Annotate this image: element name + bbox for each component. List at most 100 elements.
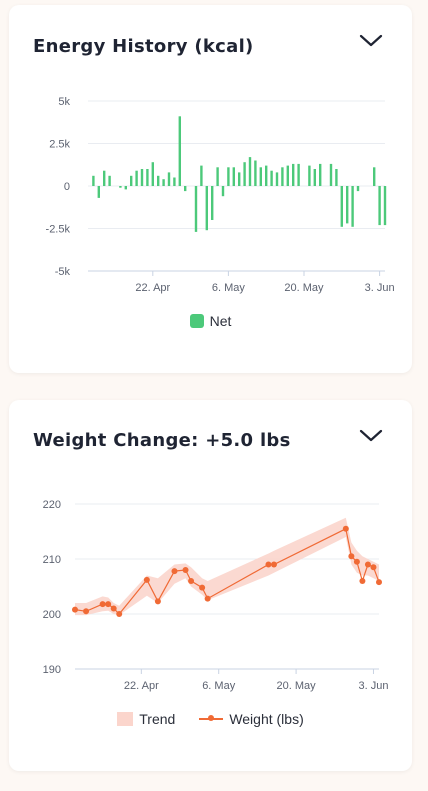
energy-bar [346,186,349,224]
energy-bar [205,186,208,231]
weight-point [204,595,211,602]
energy-bar [329,163,333,186]
weight-change-chart: 220 210 200 190 22. Apr 6. May 20. May 3. Jun [43,499,389,692]
y-tick-label: 5k [58,96,70,108]
x-tick-label: 22. Apr [135,282,170,294]
energy-bar [167,172,171,186]
energy-history-title: Energy History (kcal) [33,36,254,57]
weight-point [143,576,150,583]
weight-point [342,525,349,532]
x-tick-label: 20. May [277,680,317,692]
energy-bar [130,175,133,186]
energy-bar [243,162,246,186]
weight-point [270,561,277,568]
weight-point [99,601,106,608]
energy-bar [97,186,100,198]
x-tick-label: 22. Apr [124,680,159,692]
weight-point [364,561,371,568]
weight-point [376,579,382,586]
energy-bar [351,186,354,227]
x-tick-label: 20. May [284,282,324,294]
weight-point [199,584,206,591]
energy-bar [200,165,203,186]
energy-bar [319,163,322,186]
weight-legend: Trend Weight (lbs) [9,711,412,727]
y-tick-label: 220 [43,499,61,511]
legend-swatch-weight [199,713,224,725]
energy-bar [308,165,311,186]
energy-bar [248,157,252,186]
energy-bar [254,160,257,186]
energy-legend: Net [9,313,412,329]
energy-bar [194,186,198,232]
weight-point [171,568,178,575]
energy-bar [238,172,241,186]
x-tick-label: 3. Jun [358,680,388,692]
energy-bar [151,162,154,186]
energy-bar [108,175,111,186]
energy-bar [216,167,219,186]
energy-bar [157,175,160,186]
weight-point [182,567,189,573]
legend-item-net[interactable]: Net [189,313,232,329]
energy-bar [178,116,181,186]
energy-bar [340,186,343,227]
energy-bar [373,167,376,186]
energy-bar [335,169,338,186]
energy-bar [135,170,138,186]
energy-history-chart: 5k 2.5k 0 -2.5k -5k 22. Apr 6. May 20. May 3. Ju… [46,96,395,294]
energy-bar [140,169,144,186]
chevron-down-icon[interactable] [358,31,384,49]
energy-bar [227,167,230,186]
y-tick-label: 210 [43,554,61,566]
energy-bar [281,167,284,186]
legend-swatch-trend [117,712,134,726]
trend-band [75,517,379,616]
legend-label-net: Net [209,313,232,329]
weight-change-title: Weight Change: +5.0 lbs [33,430,291,451]
energy-bar [259,167,262,186]
energy-bar [270,170,273,186]
energy-bar [92,175,95,186]
energy-bar [265,165,268,186]
weight-point [348,553,355,560]
energy-bar [313,169,316,186]
energy-bar [378,186,381,226]
weight-line [74,527,380,615]
energy-bar [286,165,289,186]
energy-bar [103,170,106,186]
energy-bar [211,186,214,220]
x-tick-label: 6. May [212,282,246,294]
legend-item-trend[interactable]: Trend [117,711,175,727]
weight-point [265,561,272,568]
y-tick-label: -2.5k [46,224,71,236]
chevron-down-icon[interactable] [358,426,384,444]
weight-point [359,578,366,584]
weight-point [370,564,377,571]
energy-bar [146,169,149,186]
energy-bar [232,167,235,186]
legend-item-weight[interactable]: Weight (lbs) [199,711,304,727]
x-tick-label: 3. Jun [365,282,395,294]
energy-bar [292,163,295,186]
y-tick-label: 190 [43,664,61,676]
weight-point [353,558,360,565]
energy-bar [184,186,187,192]
weight-change-card: Weight Change: +5.0 lbs 220 210 200 190 22. … [9,400,412,771]
energy-bar [297,163,300,186]
legend-label-weight: Weight (lbs) [229,711,304,727]
energy-bar [119,186,122,188]
weight-point [105,601,112,608]
legend-swatch-net [189,314,204,328]
legend-label-trend: Trend [139,711,176,727]
y-tick-label: -5k [55,266,71,278]
y-tick-label: 0 [64,181,70,193]
energy-bar [162,179,165,186]
energy-bar [383,186,387,226]
weight-point [154,598,161,605]
energy-bar [275,172,279,186]
weight-point [72,606,78,613]
energy-bar [173,177,176,186]
weight-point [110,605,117,612]
y-tick-label: 2.5k [49,139,70,151]
